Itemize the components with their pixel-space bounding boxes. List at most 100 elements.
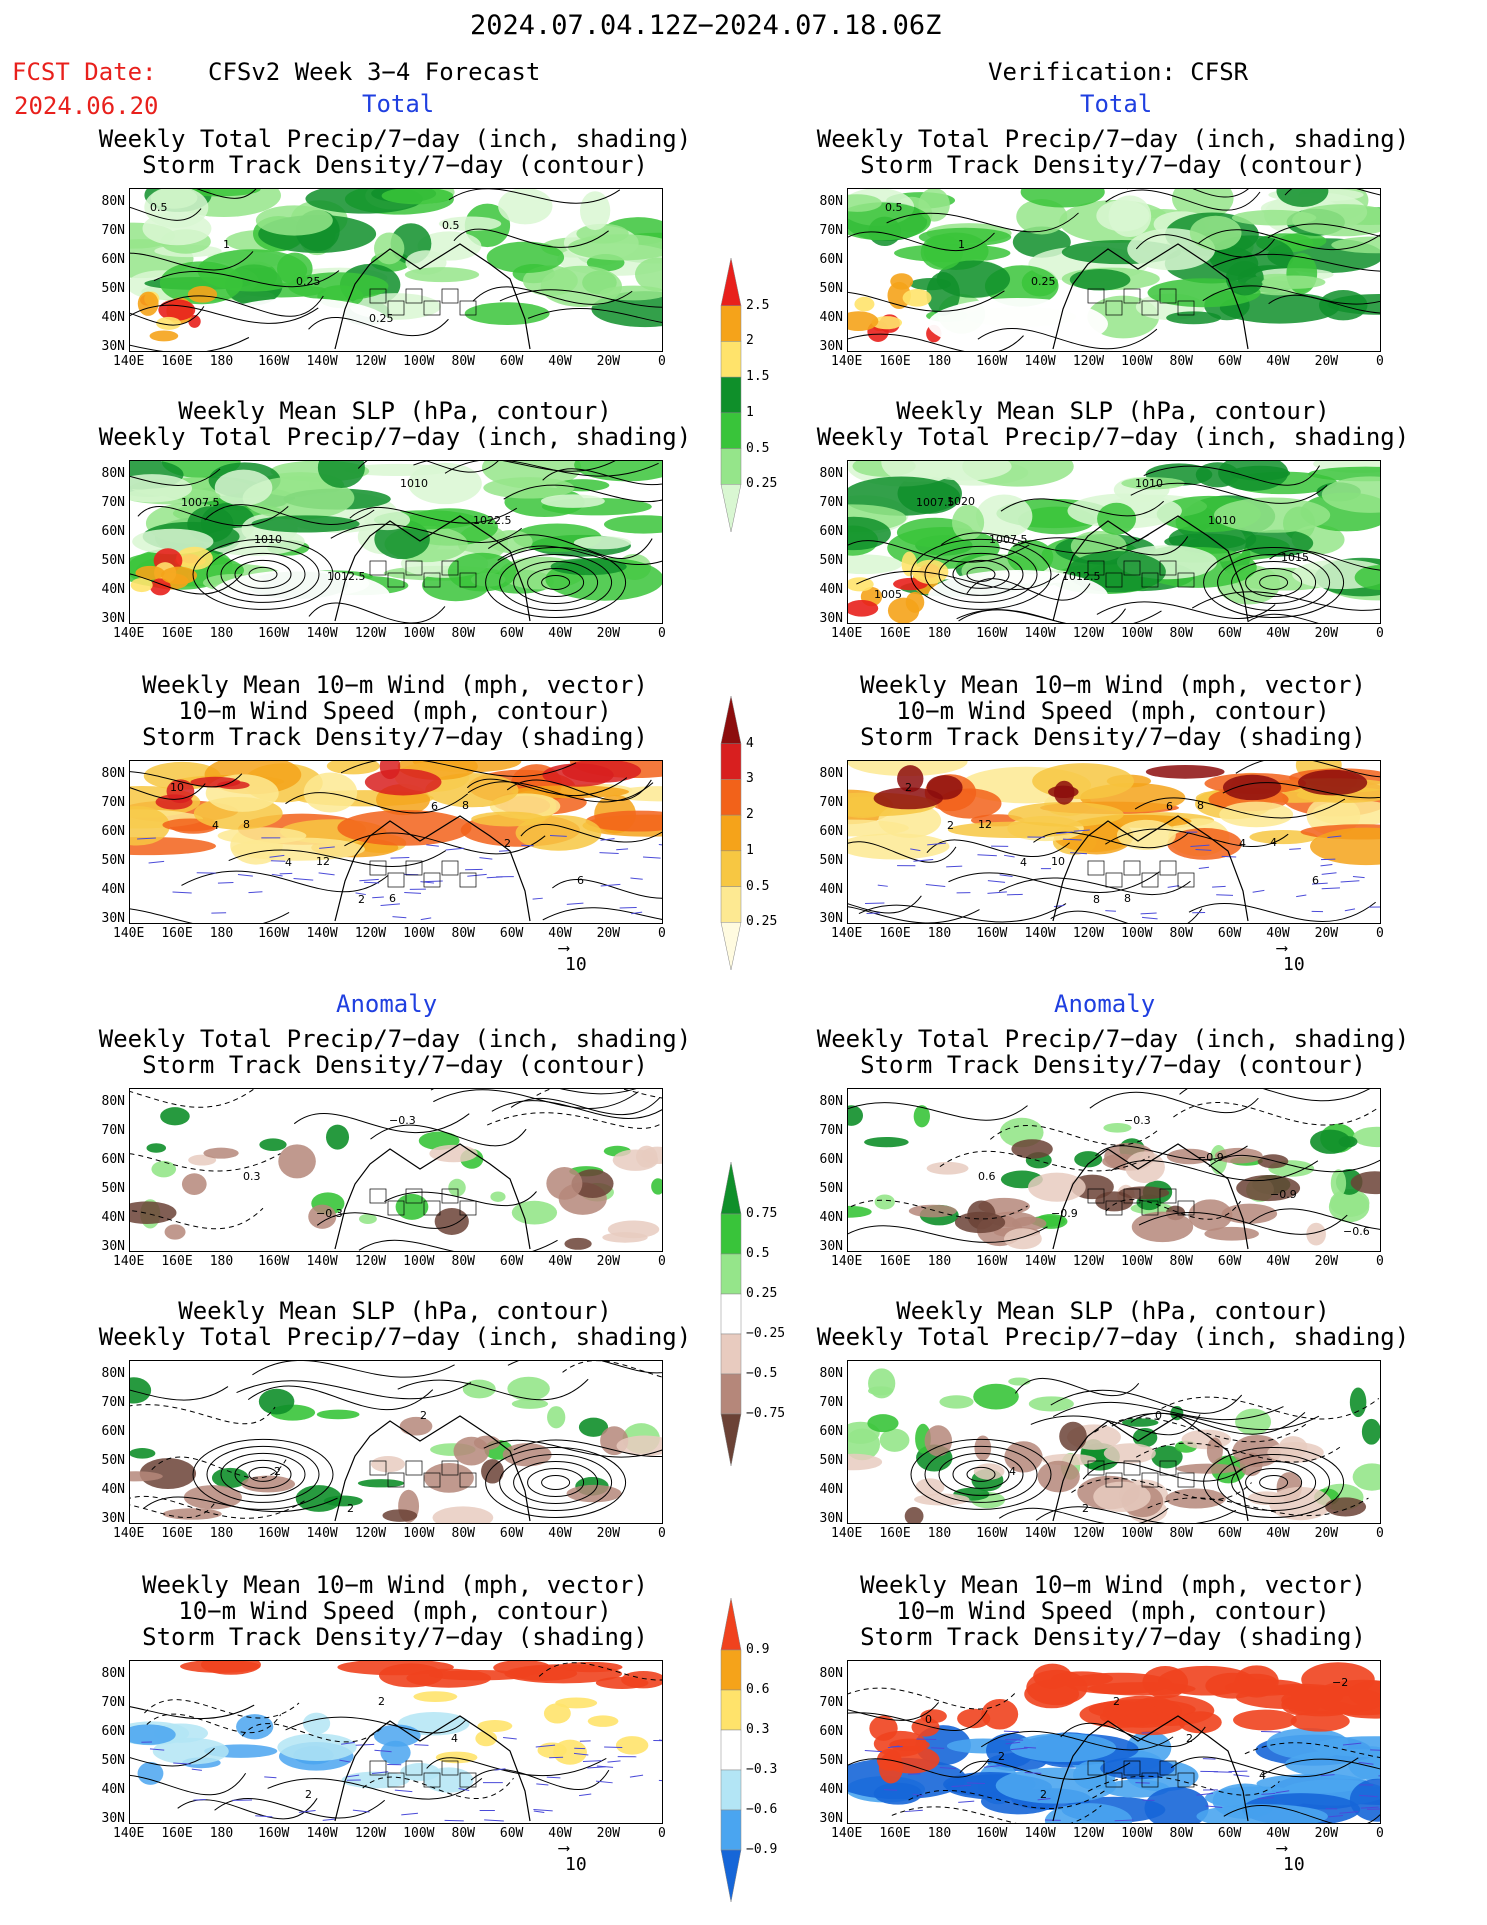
contour-line	[538, 1662, 662, 1681]
wind-vector	[958, 1800, 975, 1803]
lon-tick-label: 0	[658, 1826, 666, 1841]
precip-anomaly-dry	[1325, 1497, 1367, 1517]
section-total-left: Total	[362, 90, 435, 118]
contour-line	[989, 1125, 1160, 1146]
precip-anomaly-dry	[432, 1506, 494, 1523]
storm-shade-strong	[897, 765, 924, 793]
state-border	[441, 288, 459, 304]
lat-tick-label: 30N	[819, 1239, 843, 1254]
precip-shade-heavy	[902, 289, 932, 307]
isobar	[1217, 554, 1331, 611]
lat-tick-label: 40N	[101, 1782, 125, 1797]
precip-shade	[130, 474, 193, 503]
lon-tick-label: 140W	[1024, 1826, 1056, 1841]
wind-vector	[339, 1759, 351, 1763]
precip-anomaly-wet	[507, 1376, 550, 1401]
lon-tick-label: 180	[927, 1254, 952, 1269]
contour-label: 1010	[1135, 477, 1163, 490]
wind-vector	[498, 850, 510, 852]
wind-vector	[1140, 912, 1157, 915]
precip-shade	[404, 267, 480, 283]
lon-tick-label: 40W	[548, 626, 572, 641]
lon-tick-label: 40W	[548, 926, 572, 941]
precip-shade-heavy	[137, 291, 159, 316]
wind-vector	[573, 1752, 589, 1756]
state-border	[459, 1472, 477, 1488]
lat-tick-label: 30N	[101, 1811, 125, 1826]
contour-label: 2	[1113, 1695, 1120, 1708]
lat-tick-label: 40N	[819, 1210, 843, 1225]
state-border	[405, 1188, 423, 1204]
precip-shade	[1292, 204, 1380, 237]
precip-shade-heavy	[187, 286, 218, 303]
contour-line	[848, 290, 1005, 312]
colorbar-label: −0.9	[746, 1842, 778, 1857]
wind-vector	[374, 1749, 392, 1753]
lon-tick-label: 80W	[451, 926, 476, 941]
lat-tick-label: 30N	[819, 1511, 843, 1526]
forecast-title: CFSv2 Week 3−4 Forecast	[208, 58, 541, 86]
contour-label: 4	[285, 856, 292, 869]
map-field-svg: 4 2 0	[848, 1368, 1380, 1523]
precip-shade	[936, 260, 1011, 298]
contour-line	[497, 545, 662, 566]
lon-tick-label: 140E	[113, 1254, 145, 1269]
contour-line	[848, 1199, 1028, 1220]
lat-tick-label: 30N	[819, 339, 843, 354]
lon-tick-label: 20W	[1314, 1254, 1339, 1269]
wind-vector	[1327, 835, 1342, 839]
contour-label: 1005	[874, 588, 902, 601]
precip-shade	[464, 302, 550, 325]
precip-anomaly-wet	[1361, 1418, 1380, 1445]
contour-line	[848, 333, 1024, 351]
storm-shade-strong	[190, 776, 241, 788]
contour-line	[977, 328, 1158, 350]
contour-label: −0.9	[1270, 1188, 1297, 1201]
precip-anomaly-wet	[151, 1160, 177, 1178]
wind-vector	[426, 844, 439, 847]
wind-vector	[148, 860, 165, 864]
wind-vector	[1221, 855, 1237, 858]
state-border	[459, 572, 477, 588]
contour-line	[308, 602, 446, 623]
state-border	[441, 1760, 459, 1776]
isobar	[220, 552, 306, 596]
lon-tick-label: 140W	[306, 354, 338, 369]
lon-tick-label: 100W	[1121, 1254, 1153, 1269]
state-border	[369, 1760, 387, 1776]
precip-anomaly-wet	[357, 1479, 405, 1488]
panel-title-line: Storm Track Density/7−day (contour)	[142, 1051, 648, 1079]
precip-anomaly-dry	[181, 1173, 207, 1195]
lon-tick-label: 40W	[1266, 1826, 1290, 1841]
state-border	[1159, 860, 1177, 876]
lat-tick-label: 40N	[819, 582, 843, 597]
contour-label: 6	[431, 800, 438, 813]
lon-tick-label: 100W	[403, 354, 435, 369]
contour-line	[430, 1089, 636, 1095]
precip-shade	[635, 257, 662, 292]
wind-vector	[533, 1808, 553, 1812]
precip-shade	[1016, 198, 1068, 235]
wind-vector	[484, 1819, 504, 1822]
contour-line	[542, 907, 662, 921]
state-border	[1123, 1188, 1141, 1204]
contour-line	[130, 306, 205, 326]
precip-anomaly-dry	[1278, 1436, 1308, 1459]
storm-anomaly-pos	[378, 1663, 443, 1688]
contour-line	[1135, 234, 1276, 258]
precip-anomaly-dry	[1118, 1186, 1170, 1200]
contour-label: 2	[1082, 1502, 1089, 1515]
map-panel-wind_storm-anom-left: 2 2 4	[129, 1660, 663, 1824]
contour-line	[1050, 908, 1203, 923]
lon-tick-label: 40W	[1266, 626, 1290, 641]
lat-tick-label: 30N	[101, 611, 125, 626]
precip-anomaly-wet	[1074, 1151, 1103, 1168]
contour-label: 2	[358, 893, 365, 906]
contour-line	[252, 1361, 455, 1378]
contour-line	[499, 289, 662, 308]
wind-vector	[600, 883, 621, 887]
lon-tick-label: 20W	[596, 1826, 621, 1841]
lon-tick-label: 100W	[403, 1826, 435, 1841]
wind-vector	[1167, 885, 1180, 888]
lon-tick-label: 80W	[1169, 1526, 1194, 1541]
